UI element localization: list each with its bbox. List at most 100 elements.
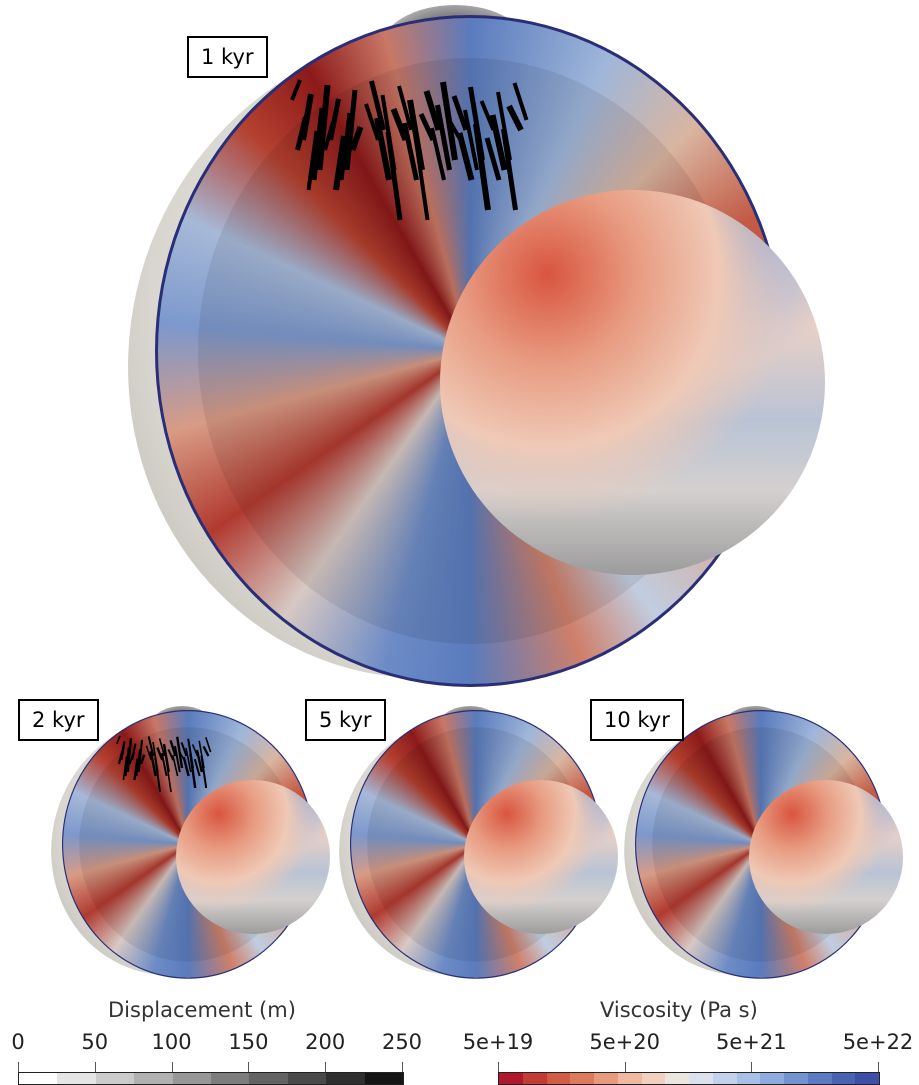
color-step bbox=[594, 1073, 618, 1084]
arrow bbox=[316, 84, 331, 171]
globe bbox=[44, 0, 826, 759]
arrow bbox=[512, 82, 529, 121]
arrow bbox=[193, 758, 201, 777]
color-step bbox=[760, 1073, 784, 1084]
colorbar-tick bbox=[248, 1062, 250, 1072]
arrow bbox=[374, 117, 392, 181]
colorbar-tick bbox=[94, 1062, 96, 1072]
color-step bbox=[134, 1073, 173, 1084]
panel-label: 10 kyr bbox=[590, 699, 684, 741]
color-step bbox=[831, 1073, 856, 1084]
arrow bbox=[135, 749, 141, 777]
arrow bbox=[479, 100, 496, 131]
arrow bbox=[390, 107, 409, 142]
color-step bbox=[712, 1073, 737, 1084]
arrow bbox=[344, 89, 358, 171]
arrow bbox=[397, 85, 413, 131]
colorbar-tick bbox=[18, 1062, 19, 1072]
colorbar-tick-label: 5e+19 bbox=[462, 1030, 534, 1054]
arrow bbox=[189, 753, 197, 789]
arrow bbox=[131, 743, 137, 761]
velocity-arrows bbox=[290, 79, 529, 221]
arrow bbox=[413, 136, 430, 221]
globe bbox=[305, 684, 619, 1008]
colorbar-tick bbox=[624, 1062, 626, 1072]
colorbar-title: Displacement (m) bbox=[108, 998, 296, 1022]
arrow bbox=[174, 745, 181, 773]
arrow bbox=[137, 739, 143, 773]
arrow bbox=[300, 93, 314, 141]
arrow bbox=[124, 747, 130, 777]
arrow bbox=[306, 130, 319, 191]
globe bbox=[17, 684, 331, 1008]
colorbar-tick-label: 100 bbox=[151, 1030, 192, 1054]
color-step bbox=[249, 1073, 288, 1084]
arrow bbox=[167, 749, 175, 761]
arrow bbox=[506, 104, 524, 132]
colorbar-tick bbox=[878, 1062, 879, 1072]
color-step bbox=[499, 1073, 523, 1084]
color-step bbox=[855, 1073, 879, 1084]
arrow bbox=[116, 735, 121, 745]
arrow bbox=[160, 752, 168, 777]
colorbar-tick-label: 5e+21 bbox=[716, 1030, 787, 1054]
arrow bbox=[339, 112, 352, 181]
colorbar-tick bbox=[751, 1062, 753, 1072]
colorbar-tick-label: 5e+20 bbox=[589, 1030, 660, 1054]
color-step bbox=[807, 1073, 832, 1084]
panel-label: 2 kyr bbox=[18, 699, 99, 741]
arrow bbox=[172, 755, 179, 777]
arrow bbox=[473, 123, 491, 211]
arrow bbox=[369, 80, 386, 131]
arrow bbox=[185, 747, 192, 773]
arrow bbox=[311, 107, 325, 181]
arrow bbox=[154, 756, 161, 793]
panel-label: 1 kyr bbox=[187, 36, 268, 78]
color-step bbox=[617, 1073, 642, 1084]
color-step bbox=[326, 1073, 365, 1084]
color-step bbox=[95, 1073, 135, 1084]
inner-sphere bbox=[176, 780, 330, 934]
arrow bbox=[423, 90, 442, 131]
arrow bbox=[385, 131, 403, 221]
arrow bbox=[182, 756, 190, 777]
colorbar-tick-label: 50 bbox=[81, 1030, 109, 1054]
color-step bbox=[287, 1073, 327, 1084]
arrow bbox=[205, 736, 212, 753]
colorbar-tick-label: 250 bbox=[381, 1030, 423, 1054]
arrow bbox=[120, 741, 126, 761]
color-step bbox=[57, 1073, 96, 1084]
arrow bbox=[158, 738, 166, 757]
arrow bbox=[364, 103, 380, 141]
colorbar-tick-label: 150 bbox=[228, 1030, 269, 1054]
panel-label: 5 kyr bbox=[305, 699, 386, 741]
arrow bbox=[195, 749, 203, 773]
arrow bbox=[126, 737, 133, 773]
arrow bbox=[139, 754, 146, 765]
displacement-colorbar bbox=[18, 1072, 404, 1085]
arrow bbox=[165, 758, 172, 793]
viscosity-colorbar bbox=[498, 1072, 880, 1085]
color-step bbox=[736, 1073, 761, 1084]
arrow bbox=[133, 758, 139, 781]
color-step bbox=[546, 1073, 571, 1084]
color-step bbox=[211, 1073, 250, 1084]
velocity-arrows bbox=[116, 735, 212, 793]
arrow bbox=[402, 122, 419, 181]
arrow bbox=[202, 745, 210, 757]
color-step bbox=[784, 1073, 808, 1084]
color-step bbox=[689, 1073, 713, 1084]
inner-sphere bbox=[440, 190, 825, 575]
inner-sphere bbox=[464, 780, 618, 934]
color-step bbox=[570, 1073, 594, 1084]
colorbar-tick-label: 200 bbox=[305, 1030, 346, 1054]
arrow bbox=[191, 744, 199, 757]
colorbar-tick bbox=[498, 1062, 499, 1072]
arrow bbox=[349, 126, 364, 151]
color-step bbox=[665, 1073, 689, 1084]
colorbar-tick bbox=[171, 1062, 173, 1072]
arrow bbox=[484, 137, 502, 181]
arrow bbox=[333, 135, 347, 191]
arrow bbox=[200, 755, 208, 789]
